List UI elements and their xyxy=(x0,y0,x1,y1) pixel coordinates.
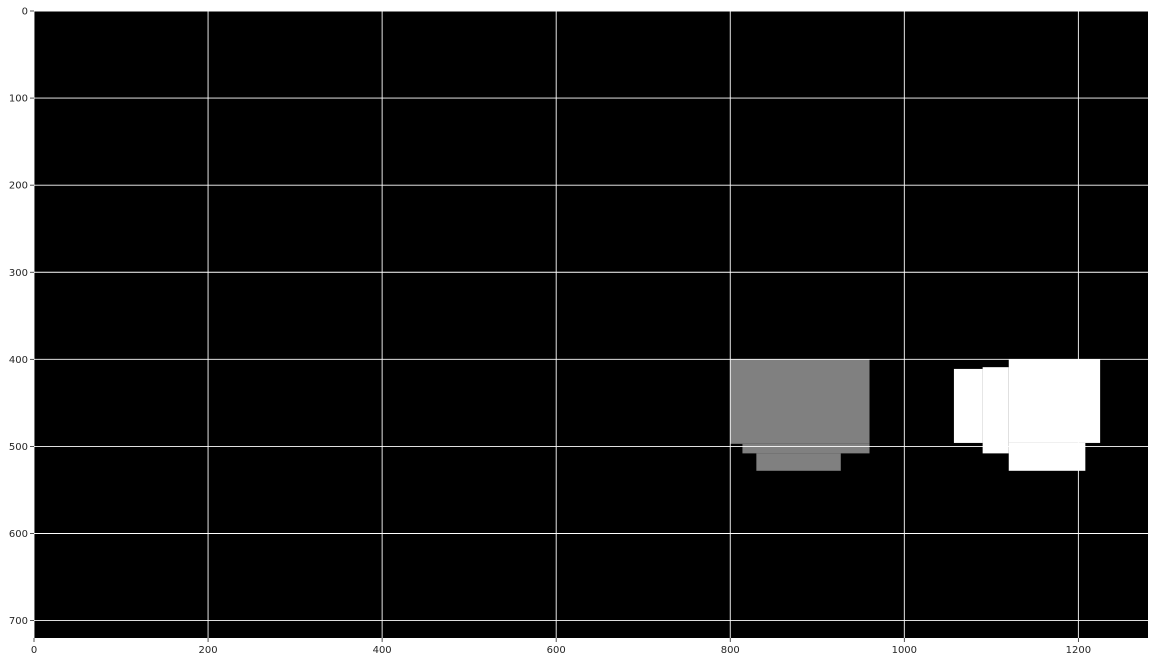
y-tick-label: 700 xyxy=(9,616,28,627)
y-tick-label: 400 xyxy=(9,355,28,366)
x-tick-label: 600 xyxy=(547,645,566,656)
grid-lines xyxy=(33,10,1148,638)
white-block-rect-3 xyxy=(1008,442,1086,471)
x-tick-label: 1200 xyxy=(1066,645,1091,656)
white-block-rect-2 xyxy=(1008,359,1101,443)
y-tick-label: 0 xyxy=(22,7,28,18)
y-tick-label: 100 xyxy=(9,94,28,105)
white-block-rect-1 xyxy=(982,367,1009,454)
image-regions xyxy=(730,359,1101,471)
x-tick-label: 800 xyxy=(721,645,740,656)
x-axis: 0 200 400 600 800 1000 1200 xyxy=(31,638,1091,656)
y-tick-label: 600 xyxy=(9,529,28,540)
x-tick-label: 0 xyxy=(31,645,37,656)
gray-block-rect-2 xyxy=(756,453,841,471)
y-tick-label: 300 xyxy=(9,268,28,279)
y-axis: 0 100 200 300 400 500 600 700 xyxy=(9,7,34,627)
y-tick-label: 200 xyxy=(9,181,28,192)
x-tick-label: 400 xyxy=(373,645,392,656)
gray-block-rect-1 xyxy=(742,443,870,454)
gray-block-rect-0 xyxy=(730,359,870,444)
x-tick-label: 1000 xyxy=(892,645,917,656)
y-tick-label: 500 xyxy=(9,442,28,453)
white-block-rect-0 xyxy=(953,368,983,443)
plot-area xyxy=(34,11,1148,638)
x-tick-label: 200 xyxy=(199,645,218,656)
